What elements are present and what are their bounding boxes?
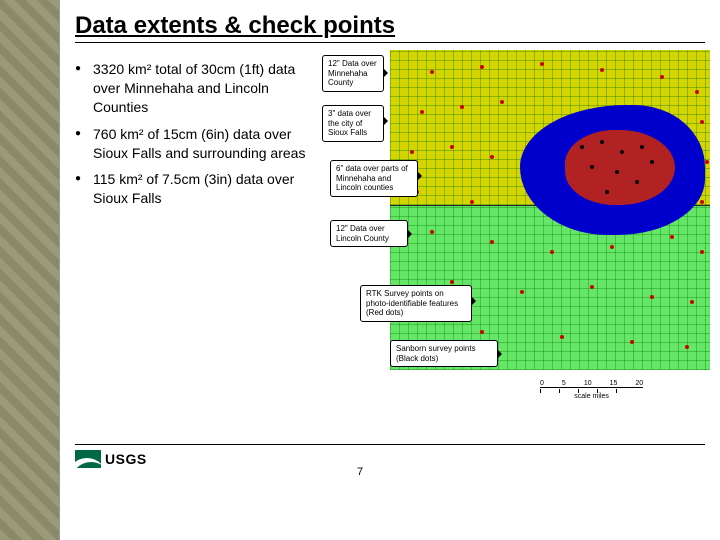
rtk-point xyxy=(490,155,494,159)
scale-tick-label: 5 xyxy=(562,380,566,387)
rtk-point xyxy=(500,100,504,104)
scale-tick-label: 0 xyxy=(540,380,544,387)
rtk-point xyxy=(560,335,564,339)
rtk-point xyxy=(700,250,704,254)
bullet-item: 115 km² of 7.5cm (3in) data over Sioux F… xyxy=(75,170,325,208)
rtk-point xyxy=(450,280,454,284)
rtk-point xyxy=(460,105,464,109)
bullet-item: 3320 km² total of 30cm (1ft) data over M… xyxy=(75,60,325,117)
callout-rtk-points: RTK Survey points on photo-identifiable … xyxy=(360,285,472,322)
bullet-item: 760 km² of 15cm (6in) data over Sioux Fa… xyxy=(75,125,325,163)
rtk-point xyxy=(650,295,654,299)
rtk-point xyxy=(630,340,634,344)
rtk-point xyxy=(490,240,494,244)
scale-bar: 0 5 10 15 20 scale miles xyxy=(540,380,643,400)
map xyxy=(390,50,710,370)
rtk-point xyxy=(705,160,709,164)
sidebar-image xyxy=(0,0,59,540)
sidebar-aerial-strip xyxy=(0,0,60,540)
sanborn-point xyxy=(650,160,654,164)
rtk-point xyxy=(430,230,434,234)
callout-sanborn-points: Sanborn survey points (Black dots) xyxy=(390,340,498,367)
sanborn-point xyxy=(620,150,624,154)
rtk-point xyxy=(480,330,484,334)
sanborn-point xyxy=(615,170,619,174)
rtk-point xyxy=(550,250,554,254)
rtk-point xyxy=(695,90,699,94)
footer-rule xyxy=(75,444,705,445)
rtk-point xyxy=(480,65,484,69)
rtk-point xyxy=(690,300,694,304)
callout-three-inch: 3" data over the city of Sioux Falls xyxy=(322,105,384,142)
rtk-point xyxy=(470,200,474,204)
rtk-point xyxy=(685,345,689,349)
bullet-list-container: 3320 km² total of 30cm (1ft) data over M… xyxy=(75,60,325,216)
usgs-text: USGS xyxy=(105,451,147,467)
page-number: 7 xyxy=(357,466,363,478)
rtk-point xyxy=(660,75,664,79)
rtk-point xyxy=(610,245,614,249)
scale-label: scale miles xyxy=(540,393,643,400)
callout-lincoln: 12" Data over Lincoln County xyxy=(330,220,408,247)
sanborn-point xyxy=(600,140,604,144)
sanborn-point xyxy=(640,145,644,149)
callout-minnehaha: 12" Data over Minnehaha County xyxy=(322,55,384,92)
scale-tick-label: 10 xyxy=(584,380,592,387)
bullet-list: 3320 km² total of 30cm (1ft) data over M… xyxy=(75,60,325,208)
rtk-point xyxy=(430,70,434,74)
sanborn-point xyxy=(590,165,594,169)
title-underline xyxy=(75,42,705,43)
rtk-point xyxy=(410,150,414,154)
rtk-point xyxy=(670,235,674,239)
rtk-point xyxy=(600,68,604,72)
rtk-point xyxy=(520,290,524,294)
slide-title: Data extents & check points xyxy=(75,12,395,40)
rtk-point xyxy=(700,120,704,124)
region-three-inch xyxy=(565,130,675,205)
map-container: 12" Data over Minnehaha County 3" data o… xyxy=(330,50,710,400)
rtk-point xyxy=(700,200,704,204)
scale-tick-label: 20 xyxy=(635,380,643,387)
usgs-logo: USGS xyxy=(75,450,147,468)
callout-six-inch: 6" data over parts of Minnehaha and Linc… xyxy=(330,160,418,197)
rtk-point xyxy=(540,62,544,66)
scale-tick-label: 15 xyxy=(610,380,618,387)
rtk-point xyxy=(590,285,594,289)
sanborn-point xyxy=(605,190,609,194)
rtk-point xyxy=(450,145,454,149)
rtk-point xyxy=(420,110,424,114)
sanborn-point xyxy=(635,180,639,184)
sanborn-point xyxy=(580,145,584,149)
usgs-wave-icon xyxy=(75,450,101,468)
